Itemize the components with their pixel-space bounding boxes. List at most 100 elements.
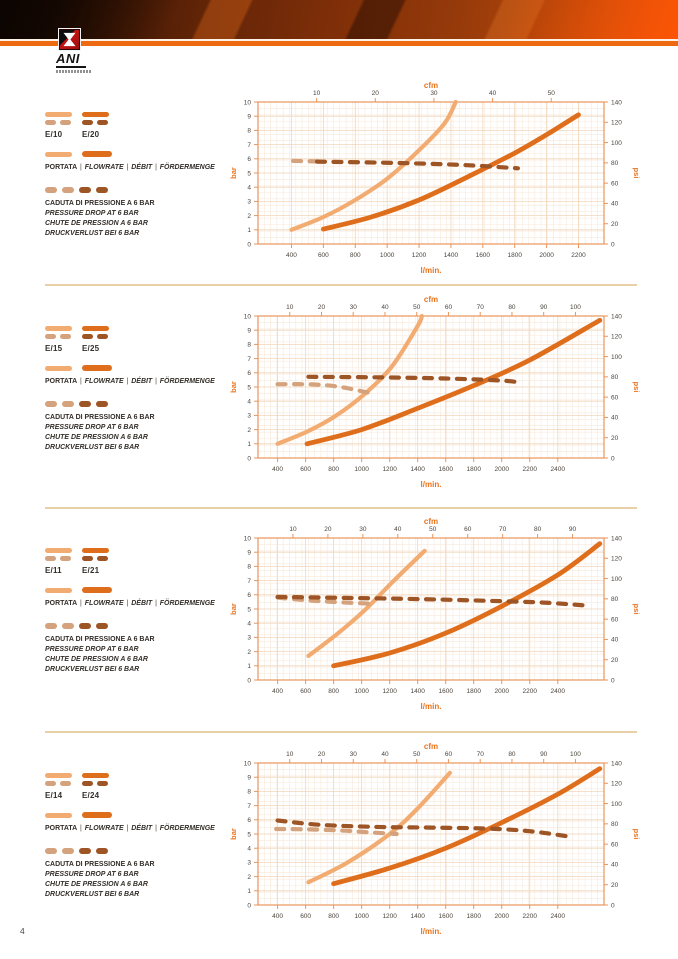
- model-dark-label: E/20: [82, 130, 100, 139]
- svg-text:60: 60: [464, 526, 472, 533]
- svg-text:140: 140: [611, 313, 622, 320]
- svg-text:40: 40: [611, 201, 619, 208]
- svg-text:2000: 2000: [539, 252, 554, 259]
- svg-text:0: 0: [611, 902, 615, 909]
- svg-text:600: 600: [300, 688, 311, 695]
- svg-text:2000: 2000: [495, 688, 510, 695]
- svg-text:50: 50: [413, 751, 421, 758]
- svg-text:5: 5: [247, 831, 251, 838]
- svg-text:psi: psi: [632, 168, 640, 179]
- svg-text:800: 800: [328, 466, 339, 473]
- svg-text:10: 10: [289, 526, 297, 533]
- svg-text:1200: 1200: [382, 688, 397, 695]
- svg-text:9: 9: [247, 114, 251, 121]
- svg-text:80: 80: [508, 751, 516, 758]
- svg-text:1000: 1000: [354, 466, 369, 473]
- section-divider: [45, 731, 637, 733]
- svg-text:1200: 1200: [382, 466, 397, 473]
- model-light-swatch: [45, 326, 72, 339]
- svg-text:2000: 2000: [495, 913, 510, 920]
- svg-text:40: 40: [394, 526, 402, 533]
- model-dark-label: E/21: [82, 566, 100, 575]
- svg-text:20: 20: [611, 435, 619, 442]
- model-light-label: E/10: [45, 130, 63, 139]
- svg-text:30: 30: [430, 90, 438, 97]
- svg-text:l/min.: l/min.: [421, 702, 442, 711]
- svg-text:cfm: cfm: [424, 295, 438, 304]
- svg-text:40: 40: [381, 304, 389, 311]
- svg-text:40: 40: [489, 90, 497, 97]
- svg-text:800: 800: [350, 252, 361, 259]
- svg-text:cfm: cfm: [424, 517, 438, 526]
- page-number: 4: [20, 926, 25, 936]
- flowrate-label: PORTATA | FLOWRATE | DÉBIT | FÖRDERMENGE: [45, 162, 215, 171]
- svg-text:600: 600: [300, 913, 311, 920]
- svg-text:7: 7: [247, 142, 251, 149]
- svg-text:60: 60: [611, 841, 619, 848]
- model-light-label: E/14: [45, 791, 63, 800]
- svg-text:100: 100: [611, 576, 622, 583]
- svg-text:100: 100: [611, 801, 622, 808]
- svg-text:30: 30: [350, 304, 358, 311]
- svg-text:70: 70: [477, 304, 485, 311]
- flow-pressure-chart: 400 600 800 1000 1200 1400 1600 1800 2000 2200 240…: [228, 514, 640, 712]
- svg-text:7: 7: [247, 578, 251, 585]
- svg-text:70: 70: [477, 751, 485, 758]
- chart-section: E/11 E/21 PORTATA | FLOWRATE | DÉBIT | F…: [0, 514, 678, 719]
- svg-text:20: 20: [318, 751, 326, 758]
- svg-text:10: 10: [244, 760, 252, 767]
- svg-text:8: 8: [247, 789, 251, 796]
- svg-text:600: 600: [318, 252, 329, 259]
- chart-legend: E/10 E/20 PORTATA | FLOWRATE | DÉBIT | F…: [45, 112, 230, 238]
- svg-text:80: 80: [534, 526, 542, 533]
- chart-section: E/10 E/20 PORTATA | FLOWRATE | DÉBIT | F…: [0, 78, 678, 283]
- svg-text:800: 800: [328, 688, 339, 695]
- svg-text:0: 0: [247, 677, 251, 684]
- flowrate-swatches: [45, 365, 230, 371]
- svg-text:2: 2: [247, 213, 251, 220]
- svg-text:20: 20: [318, 304, 326, 311]
- svg-text:8: 8: [247, 564, 251, 571]
- svg-text:90: 90: [540, 751, 548, 758]
- model-light-label: E/15: [45, 344, 63, 353]
- svg-text:50: 50: [548, 90, 556, 97]
- svg-text:60: 60: [445, 304, 453, 311]
- pressure-drop-label: CADUTA DI PRESSIONE A 6 BAR PRESSURE DRO…: [45, 197, 155, 237]
- svg-text:1800: 1800: [466, 913, 481, 920]
- flowrate-swatches: [45, 812, 230, 818]
- svg-text:60: 60: [611, 616, 619, 623]
- svg-text:0: 0: [611, 677, 615, 684]
- section-divider: [45, 507, 637, 509]
- svg-text:10: 10: [286, 304, 294, 311]
- model-light-swatch: [45, 112, 72, 125]
- svg-text:120: 120: [611, 334, 622, 341]
- svg-text:10: 10: [313, 90, 321, 97]
- svg-text:l/min.: l/min.: [421, 927, 442, 936]
- pressure-drop-swatches: [45, 401, 230, 407]
- svg-text:100: 100: [611, 140, 622, 147]
- svg-text:400: 400: [272, 466, 283, 473]
- svg-text:bar: bar: [229, 167, 238, 179]
- svg-text:2000: 2000: [495, 466, 510, 473]
- ani-emblem-icon: [59, 29, 80, 50]
- svg-text:20: 20: [611, 221, 619, 228]
- flowrate-label: PORTATA | FLOWRATE | DÉBIT | FÖRDERMENGE: [45, 598, 215, 607]
- svg-text:2200: 2200: [523, 466, 538, 473]
- model-swatches: [45, 548, 230, 561]
- brand-name: ANI: [56, 52, 86, 68]
- svg-text:600: 600: [300, 466, 311, 473]
- svg-text:1600: 1600: [438, 913, 453, 920]
- svg-text:1600: 1600: [438, 688, 453, 695]
- model-dark-swatch: [82, 548, 109, 561]
- flowrate-label: PORTATA | FLOWRATE | DÉBIT | FÖRDERMENGE: [45, 823, 215, 832]
- flow-pressure-chart: 400 600 800 1000 1200 1400 1600 1800 2000 2200 240…: [228, 739, 640, 937]
- svg-text:2: 2: [247, 427, 251, 434]
- flow-pressure-chart: 400 600 800 1000 1200 1400 1600 1800 2000 2200 10 2…: [228, 78, 640, 276]
- svg-text:2400: 2400: [551, 688, 566, 695]
- svg-text:0: 0: [247, 241, 251, 248]
- svg-text:70: 70: [499, 526, 507, 533]
- hourglass-icon: [63, 32, 76, 47]
- svg-text:20: 20: [324, 526, 332, 533]
- svg-text:1800: 1800: [466, 688, 481, 695]
